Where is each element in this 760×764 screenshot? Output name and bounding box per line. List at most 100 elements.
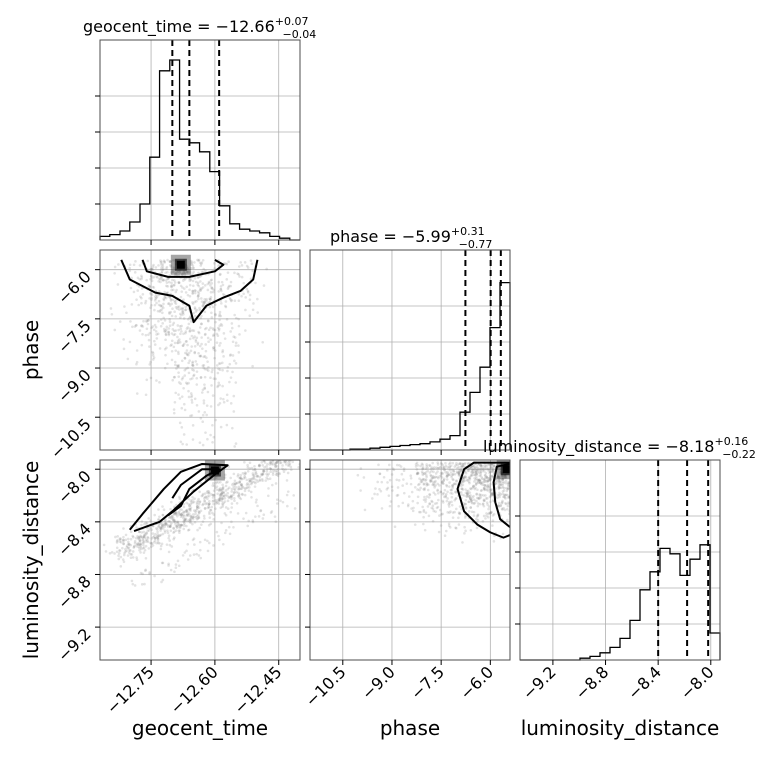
scatter-point xyxy=(422,510,426,513)
scatter-point xyxy=(224,484,228,488)
scatter-point xyxy=(159,304,163,307)
scatter-point xyxy=(188,359,191,362)
scatter-point xyxy=(198,500,201,504)
scatter-point xyxy=(501,532,505,536)
scatter-point xyxy=(186,543,190,546)
scatter-point xyxy=(190,261,194,264)
scatter-point xyxy=(212,494,216,497)
scatter-point xyxy=(191,272,194,276)
scatter-point xyxy=(451,477,454,481)
scatter-point xyxy=(196,281,200,285)
scatter-point xyxy=(167,311,171,314)
scatter-point xyxy=(219,287,223,291)
scatter-point xyxy=(203,517,206,520)
scatter-point xyxy=(445,484,449,488)
scatter-point xyxy=(192,373,196,377)
scatter-point xyxy=(501,492,504,496)
scatter-point xyxy=(497,478,501,482)
scatter-point xyxy=(221,487,225,491)
scatter-point xyxy=(174,391,178,395)
scatter-point xyxy=(499,504,503,507)
xtick-label-luminosity_distance: −8.8 xyxy=(571,662,612,703)
scatter-point xyxy=(138,539,142,542)
scatter-point xyxy=(186,512,189,516)
scatter-point xyxy=(158,310,162,313)
scatter-point xyxy=(418,482,421,486)
scatter-point xyxy=(119,537,122,540)
scatter-point xyxy=(443,468,446,472)
scatter-point xyxy=(464,507,468,510)
scatter-point xyxy=(492,468,495,471)
scatter-point xyxy=(419,478,423,482)
scatter-point xyxy=(200,322,203,326)
scatter-point xyxy=(198,490,201,494)
scatter-point xyxy=(444,492,448,496)
scatter-point xyxy=(219,341,222,345)
scatter-point xyxy=(197,513,200,517)
scatter-point xyxy=(182,505,186,509)
scatter-point xyxy=(460,466,463,469)
scatter-point xyxy=(232,493,235,497)
scatter-point xyxy=(292,494,296,497)
scatter-point xyxy=(255,474,258,478)
scatter-point xyxy=(135,556,138,559)
scatter-point xyxy=(177,305,181,308)
scatter-point xyxy=(436,461,439,464)
scatter-point xyxy=(244,308,247,312)
scatter-point xyxy=(180,523,183,527)
scatter-point xyxy=(151,532,155,535)
scatter-point xyxy=(198,526,202,530)
scatter-point xyxy=(203,497,206,500)
scatter-point xyxy=(246,466,250,469)
scatter-point xyxy=(140,274,143,278)
scatter-point xyxy=(498,480,502,483)
scatter-point xyxy=(436,505,440,509)
scatter-point xyxy=(482,477,486,481)
scatter-point xyxy=(250,466,254,470)
scatter-point xyxy=(158,381,161,384)
scatter-point xyxy=(466,492,469,495)
scatter-point xyxy=(254,472,257,475)
scatter-point xyxy=(193,345,197,348)
scatter-point xyxy=(218,312,222,316)
scatter-point xyxy=(188,520,192,523)
scatter-point xyxy=(490,463,493,467)
scatter-point xyxy=(472,468,475,472)
scatter-point xyxy=(203,300,206,304)
scatter-point xyxy=(484,478,487,482)
scatter-point xyxy=(395,463,399,467)
scatter-point xyxy=(207,280,211,284)
scatter-point xyxy=(183,518,187,522)
scatter-point xyxy=(484,474,487,477)
scatter-point xyxy=(502,476,506,479)
scatter-point xyxy=(454,491,458,494)
scatter-point xyxy=(374,487,377,490)
scatter-point xyxy=(156,537,160,541)
scatter-point xyxy=(476,514,480,517)
scatter-point xyxy=(432,509,436,513)
scatter-point xyxy=(155,296,158,300)
scatter-point xyxy=(203,499,206,502)
scatter-point xyxy=(174,523,177,526)
scatter-point xyxy=(474,471,477,474)
scatter-point xyxy=(214,303,217,306)
scatter-point xyxy=(474,468,477,472)
scatter-point xyxy=(173,511,177,514)
scatter-point xyxy=(239,483,243,487)
scatter-point xyxy=(486,467,490,471)
scatter-point xyxy=(203,355,207,358)
scatter-point xyxy=(248,486,251,489)
scatter-point xyxy=(215,480,218,484)
scatter-point xyxy=(452,470,456,473)
xlabel-phase: phase xyxy=(380,716,440,740)
scatter-point xyxy=(421,465,425,469)
scatter-point xyxy=(202,355,206,359)
panel-frame xyxy=(309,249,511,451)
scatter-point xyxy=(122,338,125,341)
scatter-point xyxy=(389,500,393,503)
scatter-point xyxy=(462,478,465,481)
scatter-point xyxy=(217,328,221,332)
scatter-point xyxy=(240,483,244,486)
scatter-point xyxy=(165,284,168,288)
scatter-point xyxy=(204,349,208,353)
